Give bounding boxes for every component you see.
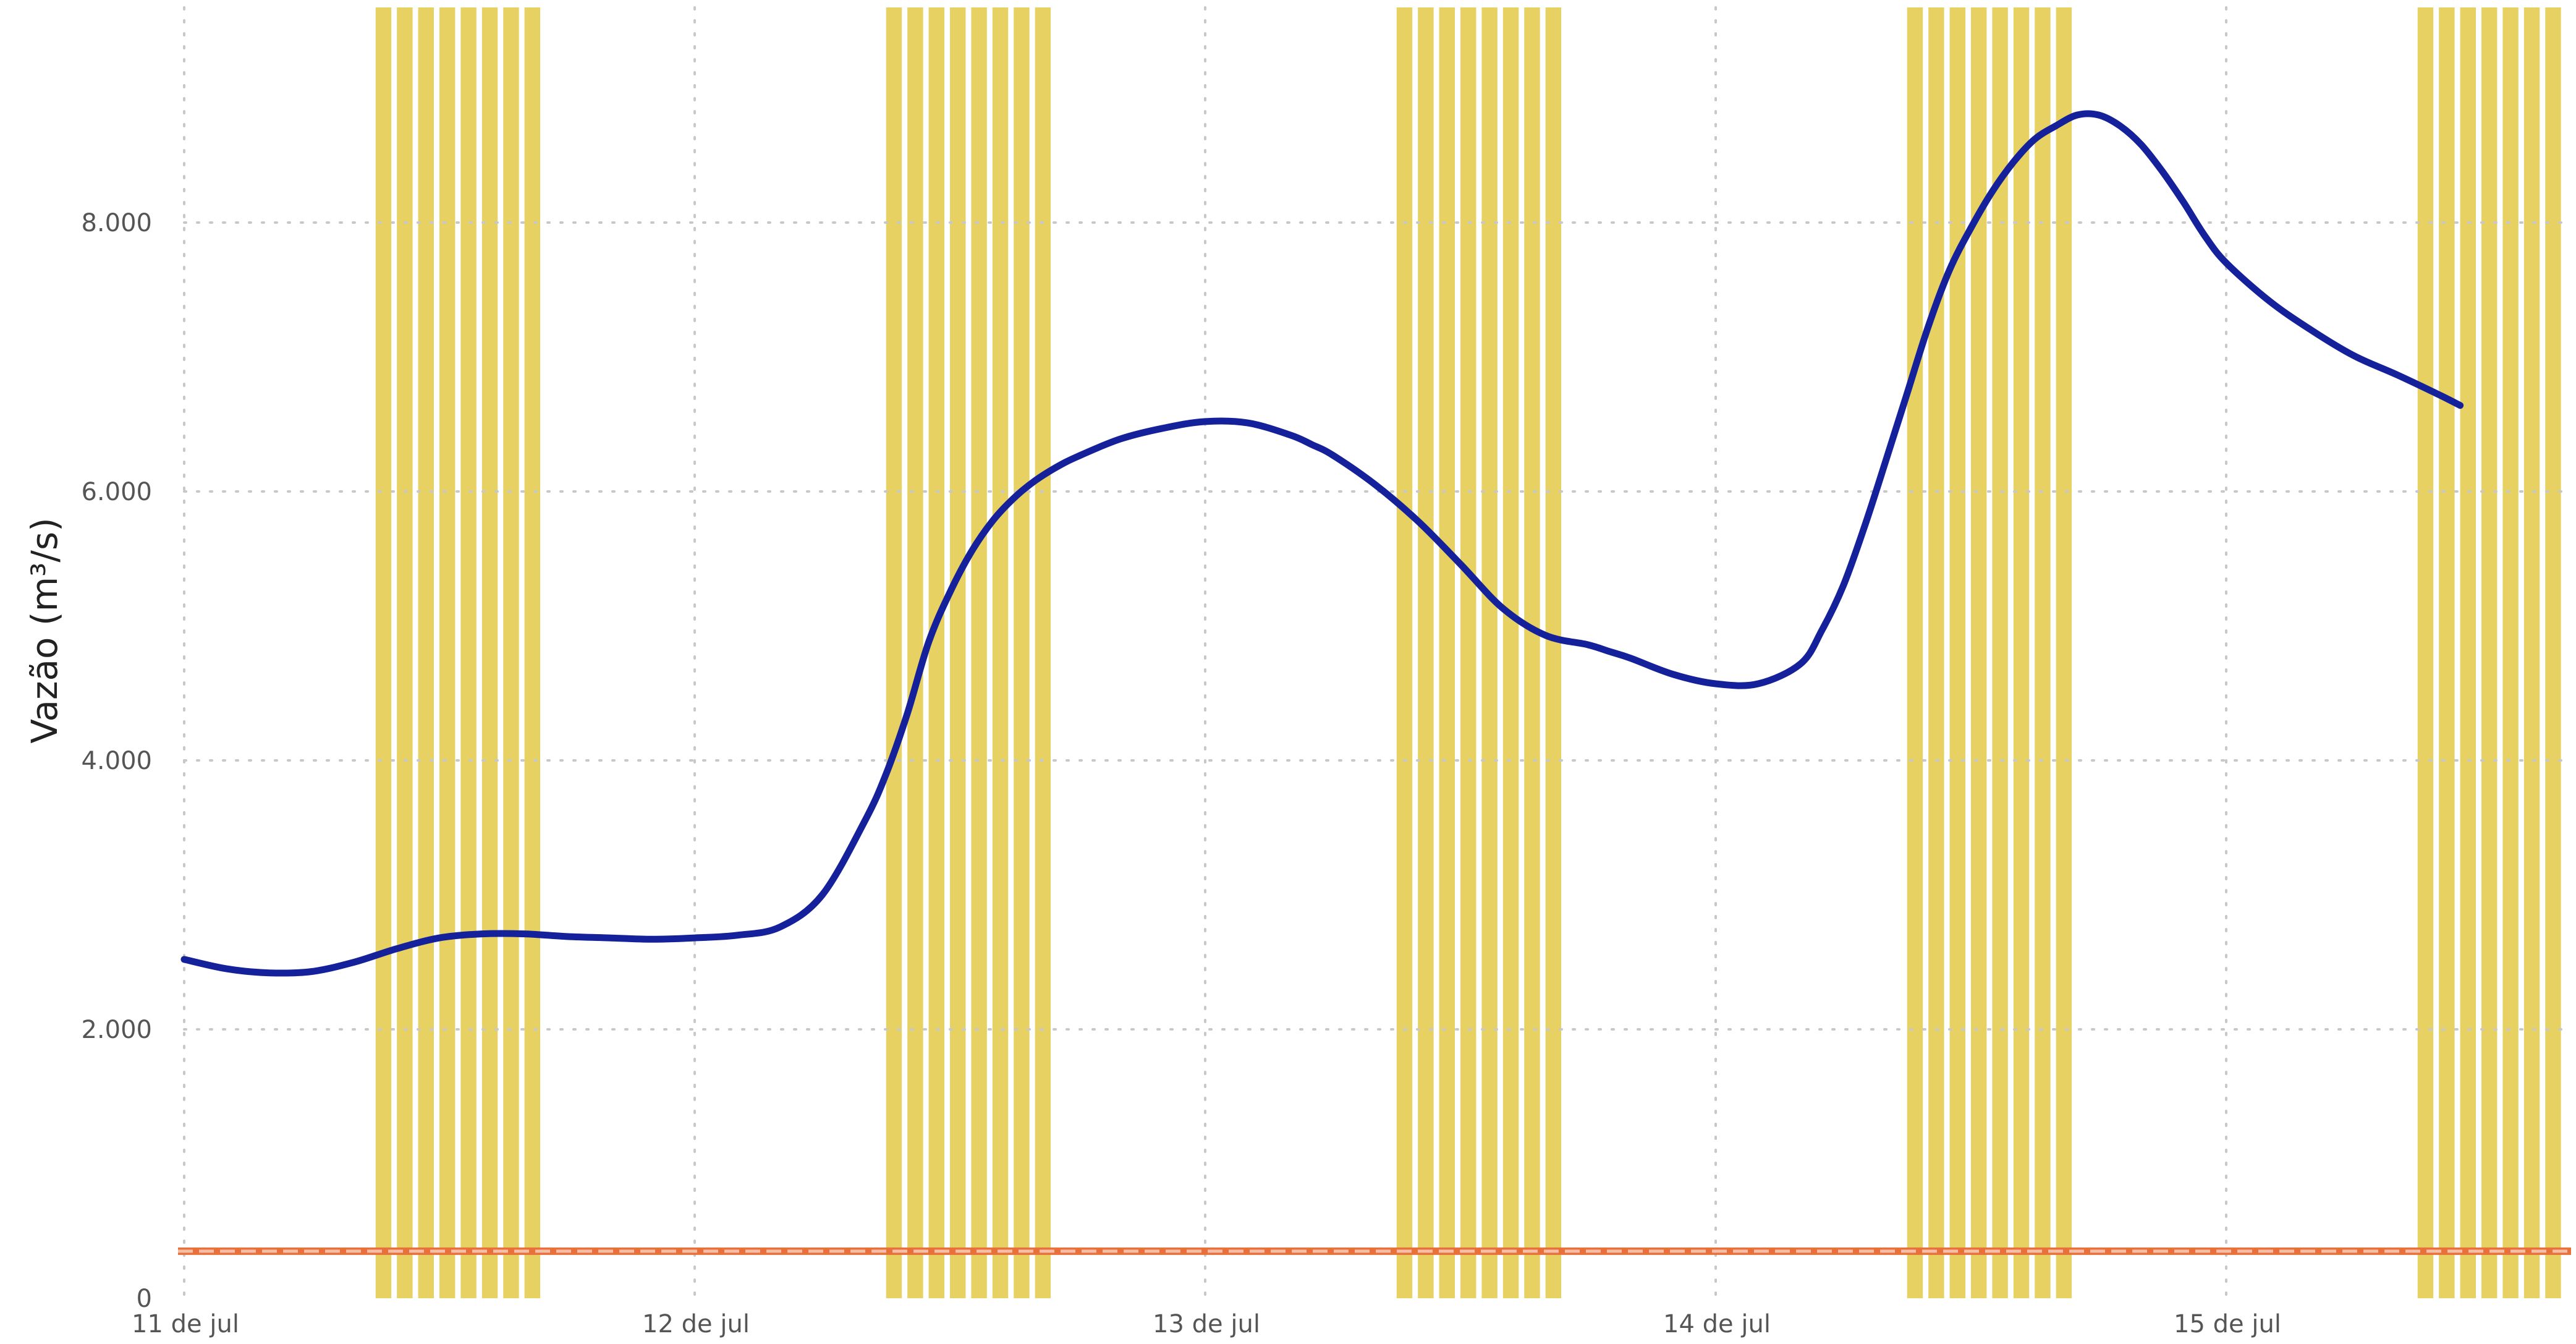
daylight-band-stripe — [1014, 7, 1030, 1298]
daylight-band-stripe — [397, 7, 413, 1298]
x-tick-label: 13 de jul — [1153, 1310, 1260, 1338]
daylight-band-stripe — [1460, 7, 1477, 1298]
daylight-band-stripe — [1035, 7, 1051, 1298]
daylight-band-stripe — [439, 7, 455, 1298]
daylight-band-stripe — [1396, 7, 1413, 1298]
series-line — [180, 110, 2464, 977]
daylight-band-stripe — [524, 7, 541, 1298]
y-tick-label: 4.000 — [81, 747, 152, 775]
daylight-band-stripe — [1481, 7, 1498, 1298]
y-tick-label: 2.000 — [81, 1016, 152, 1044]
daylight-band-stripe — [2481, 7, 2498, 1298]
daylight-band-stripe — [2460, 7, 2476, 1298]
daylight-band-stripe — [928, 7, 944, 1298]
daylight-band-stripe — [375, 7, 392, 1298]
daylight-band-stripe — [2417, 7, 2434, 1298]
y-axis-ticks: 0 2.000 4.000 6.000 8.000 — [81, 209, 152, 1313]
x-tick-label: 15 de jul — [2174, 1310, 2281, 1338]
daylight-band-stripe — [1418, 7, 1434, 1298]
daylight-band-stripe — [503, 7, 519, 1298]
y-tick-label: 6.000 — [81, 478, 152, 506]
daylight-band-stripe — [1545, 7, 1562, 1298]
daylight-band-stripe — [1949, 7, 1965, 1298]
daylight-band-stripe — [950, 7, 966, 1298]
daylight-band-stripe — [1992, 7, 2008, 1298]
y-tick-label: 8.000 — [81, 209, 152, 237]
daylight-band-stripe — [2439, 7, 2455, 1298]
y-axis-title: Vazão (m³/s) — [23, 517, 66, 743]
daylight-band-stripe — [2523, 7, 2540, 1298]
series-group — [180, 110, 2464, 977]
x-tick-label: 12 de jul — [642, 1310, 750, 1338]
x-tick-label: 14 de jul — [1663, 1310, 1771, 1338]
daylight-band-stripe — [886, 7, 902, 1298]
x-axis-ticks: 11 de jul 12 de jul 13 de jul 14 de jul 15 d… — [132, 1310, 2281, 1338]
daylight-band-stripe — [2035, 7, 2051, 1298]
daylight-band-stripe — [2013, 7, 2030, 1298]
daylight-band-stripe — [460, 7, 477, 1298]
daylight-band-stripe — [2545, 7, 2561, 1298]
y-tick-label: 0 — [137, 1285, 152, 1313]
daylight-band-stripe — [418, 7, 434, 1298]
daylight-band-stripe — [481, 7, 498, 1298]
daylight-band-stripe — [2502, 7, 2519, 1298]
daylight-band-stripe — [1928, 7, 1944, 1298]
daylight-band-stripe — [1524, 7, 1540, 1298]
daylight-band-stripe — [1439, 7, 1455, 1298]
daylight-band-stripe — [971, 7, 987, 1298]
daylight-band-stripe — [2056, 7, 2072, 1298]
x-tick-label: 11 de jul — [132, 1310, 239, 1338]
daylight-bands — [375, 7, 2561, 1298]
daylight-band-stripe — [907, 7, 923, 1298]
daylight-band-stripe — [1907, 7, 1923, 1298]
daylight-band-stripe — [992, 7, 1009, 1298]
daylight-band-stripe — [1502, 7, 1519, 1298]
grid-lines — [183, 6, 2567, 1299]
